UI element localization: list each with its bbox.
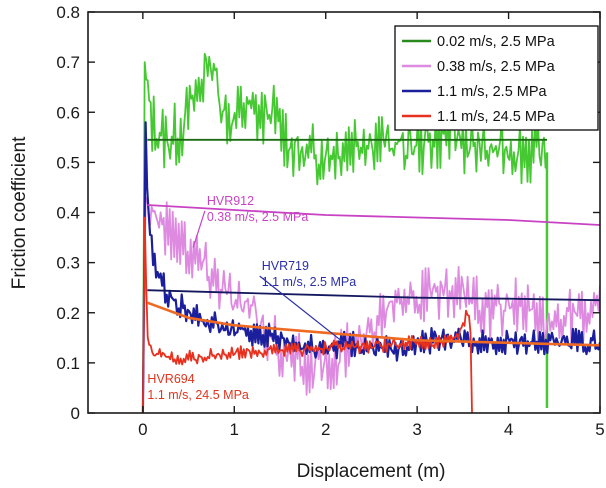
- x-tick-label-5: 5: [595, 420, 604, 439]
- x-tick-label-4: 4: [504, 420, 513, 439]
- annotation-0: HVR912 0.38 m/s, 2.5 MPa: [192, 194, 308, 248]
- series-3-line: [142, 216, 473, 413]
- plot-area: HVR912 0.38 m/s, 2.5 MPa HVR719 1.1 m/s, 2.…: [141, 52, 601, 413]
- annotation-1-sub: 1.1 m/s, 2.5 MPa: [262, 275, 357, 289]
- y-tick-label-7: 0.7: [56, 53, 80, 72]
- series-1-fit: [147, 204, 601, 226]
- x-tick-label-0: 0: [138, 420, 147, 439]
- x-tick-label-3: 3: [412, 420, 421, 439]
- y-tick-label-4: 0.4: [56, 204, 80, 223]
- annotation-0-label: HVR912: [207, 194, 254, 208]
- annotation-1-leader: [259, 275, 345, 344]
- y-tick-label-0: 0: [71, 404, 80, 423]
- series-3-fit: [146, 301, 601, 347]
- y-axis-label: Friction coefficient: [9, 136, 30, 289]
- y-tick-label-8: 0.8: [56, 3, 80, 22]
- annotation-2-sub: 1.1 m/s, 24.5 MPa: [147, 388, 248, 402]
- y-tick-label-5: 0.5: [56, 153, 80, 172]
- annotation-1-label: HVR719: [262, 259, 309, 273]
- legend-label-2: 1.1 m/s, 2.5 MPa: [437, 84, 548, 100]
- axes: 0 1 2 3 4 5 0 0.1 0.2 0.3 0.4 0.5 0.6 0.7 0.8: [56, 3, 604, 439]
- series-2: [141, 121, 600, 413]
- annotation-1: HVR719 1.1 m/s, 2.5 MPa: [259, 259, 357, 344]
- y-tick-label-6: 0.6: [56, 103, 80, 122]
- y-tick-label-2: 0.2: [56, 304, 80, 323]
- y-tick-label-3: 0.3: [56, 254, 80, 273]
- legend-box: [394, 25, 599, 131]
- legend-label-3: 1.1 m/s, 24.5 MPa: [437, 109, 556, 125]
- annotation-0-leader: [192, 210, 206, 248]
- annotation-0-sub: 0.38 m/s, 2.5 MPa: [207, 210, 308, 224]
- series-2-line: [141, 121, 600, 413]
- series-1-line: [142, 196, 600, 413]
- legend-label-1: 0.38 m/s, 2.5 MPa: [437, 59, 556, 75]
- series-0-line: [142, 52, 548, 413]
- annotation-2-label: HVR694: [147, 372, 194, 386]
- series-2-fit: [147, 289, 601, 302]
- annotation-2: HVR694 1.1 m/s, 24.5 MPa: [147, 372, 248, 402]
- x-tick-label-1: 1: [230, 420, 239, 439]
- series-1: [142, 196, 600, 413]
- x-axis-label: Displacement (m): [297, 461, 446, 482]
- legend-label-0: 0.02 m/s, 2.5 MPa: [437, 34, 556, 50]
- y-tick-label-1: 0.1: [56, 354, 80, 373]
- series-3: [142, 216, 473, 413]
- legend: 0.02 m/s, 2.5 MPa 0.38 m/s, 2.5 MPa 1.1 m/…: [394, 25, 599, 131]
- series-0: [142, 52, 549, 413]
- x-tick-label-2: 2: [321, 420, 330, 439]
